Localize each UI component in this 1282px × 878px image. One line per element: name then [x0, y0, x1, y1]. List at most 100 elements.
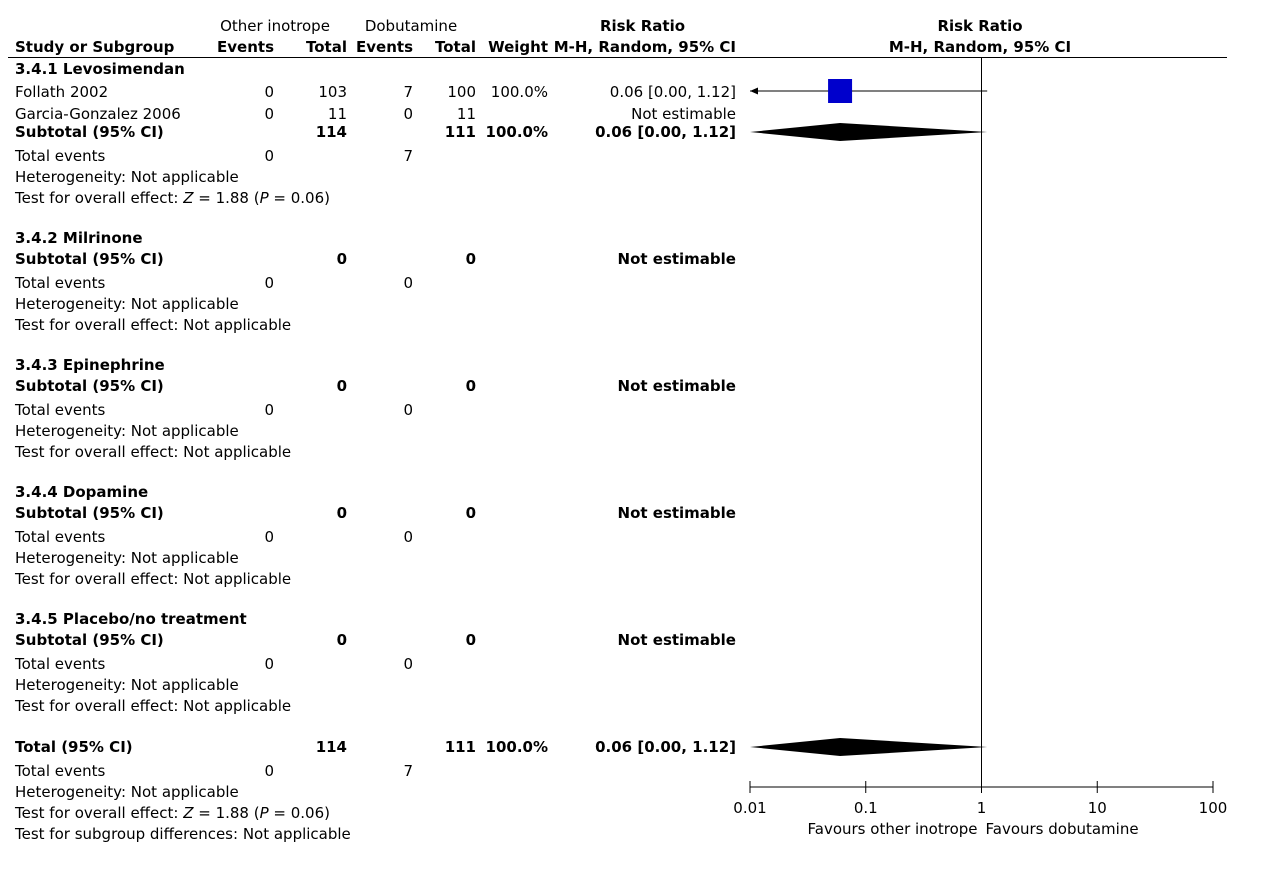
- subtotal-n1: 0: [336, 250, 347, 268]
- subtotal-ci: 0.06 [0.00, 1.12]: [595, 123, 736, 141]
- subtotal-ci: Not estimable: [617, 631, 736, 649]
- heterogeneity: Heterogeneity: Not applicable: [15, 783, 239, 801]
- study-n1: 11: [327, 105, 347, 123]
- subgroup-title: 3.4.4 Dopamine: [15, 483, 149, 501]
- total-events-label: Total events: [15, 147, 106, 165]
- study-marker: [828, 79, 853, 103]
- group1-header: Other inotrope: [220, 17, 330, 35]
- subgroup-title: 3.4.2 Milrinone: [15, 229, 143, 247]
- study-n2: 100: [447, 83, 476, 101]
- subtotal-n2: 111: [444, 123, 476, 141]
- heterogeneity: Heterogeneity: Not applicable: [15, 168, 239, 186]
- subtotal-n2: 0: [465, 504, 476, 522]
- total-events-e2: 7: [403, 147, 413, 165]
- subgroup-title: 3.4.1 Levosimendan: [15, 60, 185, 78]
- total-n1: 114: [315, 738, 347, 756]
- subgroup-title: 3.4.3 Epinephrine: [15, 356, 165, 374]
- study-e1: 0: [264, 83, 274, 101]
- overall-effect: Test for overall effect: Not applicable: [15, 697, 292, 715]
- subtotal-weight: 100.0%: [485, 123, 548, 141]
- study-weight: 100.0%: [490, 83, 548, 101]
- subtotal-label: Subtotal (95% CI): [15, 250, 164, 268]
- col-method: M-H, Random, 95% CI: [553, 38, 736, 56]
- total-events-e1: 0: [264, 147, 274, 165]
- favours-left-label: Favours other inotrope: [808, 820, 978, 838]
- col-total1: Total: [306, 38, 347, 56]
- overall-effect: Test for overall effect: Not applicable: [15, 443, 292, 461]
- total-events-e1: 0: [264, 762, 274, 780]
- subtotal-ci: Not estimable: [617, 250, 736, 268]
- total-events-label: Total events: [15, 655, 106, 673]
- total-events-e1: 0: [264, 655, 274, 673]
- total-ci: 0.06 [0.00, 1.12]: [595, 738, 736, 756]
- total-events-e2: 0: [403, 528, 413, 546]
- col-study: Study or Subgroup: [15, 38, 175, 56]
- subtotal-ci: Not estimable: [617, 504, 736, 522]
- total-events-e2: 0: [403, 655, 413, 673]
- subgroup-differences: Test for subgroup differences: Not appli…: [15, 825, 351, 843]
- header-divider: [8, 57, 1227, 58]
- subtotal-n1: 0: [336, 504, 347, 522]
- study-name: Garcia-Gonzalez 2006: [15, 105, 181, 123]
- total-events-e1: 0: [264, 274, 274, 292]
- total-events-label: Total events: [15, 528, 106, 546]
- total-events-label: Total events: [15, 274, 106, 292]
- study-n1: 103: [318, 83, 347, 101]
- favours-right-label: Favours dobutamine: [986, 820, 1139, 838]
- total-n2: 111: [444, 738, 476, 756]
- subtotal-n1: 0: [336, 377, 347, 395]
- col-events1: Events: [217, 38, 274, 56]
- subtotal-label: Subtotal (95% CI): [15, 123, 164, 141]
- total-events-label: Total events: [15, 401, 106, 419]
- subtotal-n1: 114: [315, 123, 347, 141]
- study-e2: 7: [403, 83, 413, 101]
- overall-effect: Test for overall effect: Z = 1.88 (P = 0…: [15, 804, 330, 822]
- subtotal-label: Subtotal (95% CI): [15, 504, 164, 522]
- overall-effect: Test for overall effect: Z = 1.88 (P = 0…: [15, 189, 330, 207]
- subtotal-n2: 0: [465, 377, 476, 395]
- heterogeneity: Heterogeneity: Not applicable: [15, 295, 239, 313]
- total-weight: 100.0%: [485, 738, 548, 756]
- study-e2: 0: [403, 105, 413, 123]
- subtotal-label: Subtotal (95% CI): [15, 377, 164, 395]
- subtotal-n2: 0: [465, 631, 476, 649]
- study-e1: 0: [264, 105, 274, 123]
- col-events2: Events: [356, 38, 413, 56]
- study-ci: 0.06 [0.00, 1.12]: [609, 83, 736, 101]
- heterogeneity: Heterogeneity: Not applicable: [15, 549, 239, 567]
- subtotal-ci: Not estimable: [617, 377, 736, 395]
- overall-effect: Test for overall effect: Not applicable: [15, 570, 292, 588]
- study-n2: 11: [456, 105, 476, 123]
- total-events-e1: 0: [264, 401, 274, 419]
- tick-label: 10: [1088, 799, 1107, 817]
- total-events-e1: 0: [264, 528, 274, 546]
- col-weight: Weight: [488, 38, 548, 56]
- tick-label: 100: [1199, 799, 1228, 817]
- col-total2: Total: [435, 38, 476, 56]
- total-label: Total (95% CI): [15, 738, 133, 756]
- effect-header: Risk Ratio: [599, 17, 686, 35]
- plot-header: Risk Ratio: [937, 17, 1023, 35]
- subgroup-title: 3.4.5 Placebo/no treatment: [15, 610, 247, 628]
- heterogeneity: Heterogeneity: Not applicable: [15, 422, 239, 440]
- pooled-diamond: [750, 123, 988, 141]
- subtotal-n2: 0: [465, 250, 476, 268]
- total-events-e2: 7: [403, 762, 413, 780]
- total-events-label: Total events: [15, 762, 106, 780]
- tick-label: 0.01: [733, 799, 766, 817]
- subtotal-label: Subtotal (95% CI): [15, 631, 164, 649]
- heterogeneity: Heterogeneity: Not applicable: [15, 676, 239, 694]
- pooled-diamond: [750, 738, 988, 756]
- tick-label: 1: [977, 799, 987, 817]
- group2-header: Dobutamine: [364, 17, 458, 35]
- overall-effect: Test for overall effect: Not applicable: [15, 316, 292, 334]
- ci-arrow: [750, 87, 758, 95]
- total-events-e2: 0: [403, 401, 413, 419]
- subtotal-n1: 0: [336, 631, 347, 649]
- total-events-e2: 0: [403, 274, 413, 292]
- plot-method: M-H, Random, 95% CI: [888, 38, 1072, 56]
- study-name: Follath 2002: [15, 83, 109, 101]
- study-ci: Not estimable: [631, 105, 736, 123]
- tick-label: 0.1: [854, 799, 878, 817]
